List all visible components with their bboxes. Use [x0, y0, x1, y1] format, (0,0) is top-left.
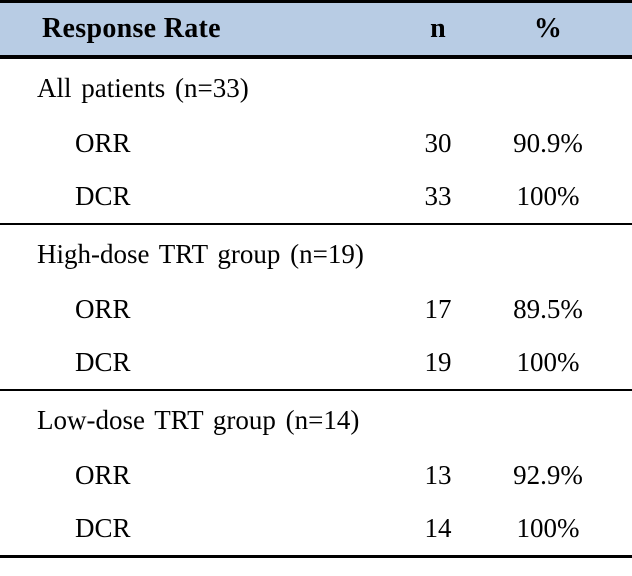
section-divider-rule — [0, 389, 632, 391]
section-title: High-dose TRT group (n=19) — [37, 238, 364, 269]
table-row: ORR 30 90.9% — [0, 117, 632, 170]
section-title-row: High-dose TRT group (n=19) — [0, 225, 632, 283]
table-row: DCR 19 100% — [0, 336, 632, 389]
section-title: Low-dose TRT group (n=14) — [37, 404, 360, 435]
row-label: DCR — [75, 181, 131, 211]
section-low-dose: Low-dose TRT group (n=14) ORR 13 92.9% D… — [0, 391, 632, 555]
section-title: All patients (n=33) — [37, 72, 249, 103]
row-n-value: 30 — [424, 128, 452, 158]
row-n-value: 33 — [424, 181, 452, 211]
row-percent-value: 100% — [516, 347, 580, 377]
table-bottom-rule — [0, 555, 632, 558]
header-bottom-rule — [0, 55, 632, 59]
row-percent-value: 90.9% — [513, 128, 583, 158]
table-row: DCR 33 100% — [0, 170, 632, 223]
table-header-row: Response Rate n % — [0, 3, 632, 55]
row-label: ORR — [75, 294, 131, 324]
header-response-rate: Response Rate — [42, 13, 221, 44]
section-title-row: All patients (n=33) — [0, 59, 632, 117]
row-label: DCR — [75, 347, 131, 377]
row-label: DCR — [75, 513, 131, 543]
table-top-rule — [0, 0, 632, 3]
response-rate-table: Response Rate n % All patients (n=33) OR… — [0, 0, 632, 558]
row-n-value: 19 — [424, 347, 452, 377]
row-label: ORR — [75, 460, 131, 490]
row-n-value: 17 — [424, 294, 452, 324]
section-divider-rule — [0, 223, 632, 225]
section-title-row: Low-dose TRT group (n=14) — [0, 391, 632, 449]
table-row: ORR 17 89.5% — [0, 283, 632, 336]
row-n-value: 13 — [424, 460, 452, 490]
table-row: DCR 14 100% — [0, 502, 632, 555]
row-percent-value: 89.5% — [513, 294, 583, 324]
section-all-patients: All patients (n=33) ORR 30 90.9% DCR 33 … — [0, 59, 632, 223]
row-n-value: 14 — [424, 513, 452, 543]
row-percent-value: 92.9% — [513, 460, 583, 490]
row-label: ORR — [75, 128, 131, 158]
row-percent-value: 100% — [516, 181, 580, 211]
table-row: ORR 13 92.9% — [0, 449, 632, 502]
row-percent-value: 100% — [516, 513, 580, 543]
section-high-dose: High-dose TRT group (n=19) ORR 17 89.5% … — [0, 225, 632, 389]
header-percent: % — [533, 13, 563, 44]
header-n: n — [430, 13, 446, 44]
